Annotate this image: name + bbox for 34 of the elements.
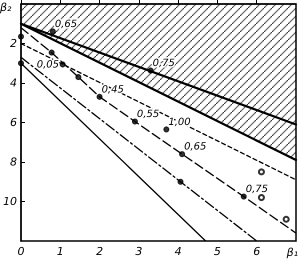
point <box>179 151 186 158</box>
y-tick-label: 8 <box>10 156 17 168</box>
annotation: 0,55 <box>136 109 160 120</box>
x-tick-label: 5 <box>214 245 221 258</box>
x-axis-title: β₁ <box>286 246 298 259</box>
point <box>148 68 154 74</box>
x-tick-label: 1 <box>56 245 64 258</box>
point <box>163 126 170 132</box>
x-tick-label: 4 <box>174 245 182 258</box>
y-tick-label: 4 <box>10 76 17 90</box>
y-tick-label: 6 <box>10 116 17 129</box>
point <box>96 94 103 100</box>
point <box>240 194 247 200</box>
x-tick-label: 6 <box>253 245 260 258</box>
annotation: 0,65 <box>184 142 206 153</box>
annotation: 0,05 <box>36 60 60 71</box>
point <box>132 118 138 125</box>
point <box>48 50 55 56</box>
point <box>50 28 56 34</box>
point <box>60 61 66 68</box>
point <box>258 194 265 202</box>
y-tick-label: 2 <box>10 37 17 50</box>
x-tick-label: 3 <box>135 245 142 258</box>
point <box>18 34 24 40</box>
point <box>258 168 265 176</box>
x-tick-label: 2 <box>96 245 104 258</box>
point <box>18 60 24 66</box>
y-axis-title: β₂ <box>0 1 12 14</box>
x-tick-label: 0 <box>17 245 24 258</box>
annotation: 0,75 <box>246 184 268 196</box>
point <box>178 178 184 185</box>
point <box>282 216 290 223</box>
point <box>75 74 82 80</box>
y-tick-label: 10 <box>2 195 17 208</box>
